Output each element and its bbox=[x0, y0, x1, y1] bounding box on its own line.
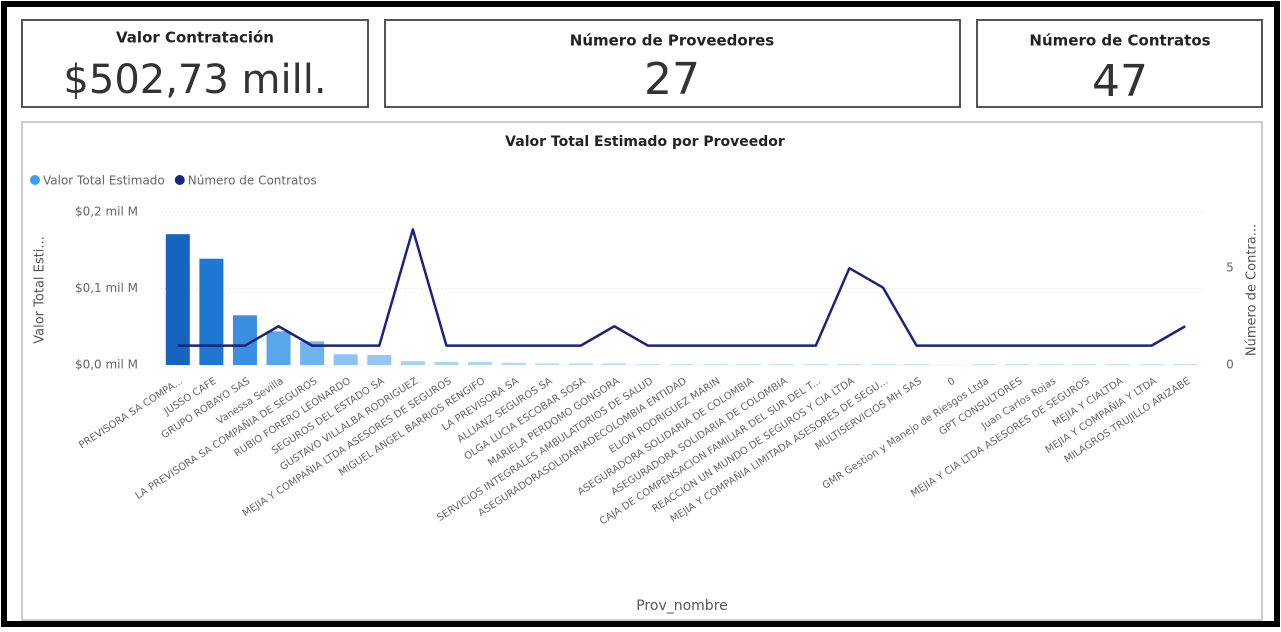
bar bbox=[904, 364, 929, 365]
y-tick-label: $0,0 mil M bbox=[75, 358, 138, 372]
bar bbox=[971, 364, 996, 365]
card-title: Número de Contratos bbox=[1029, 32, 1210, 50]
x-tick-label: 0 bbox=[946, 376, 957, 389]
legend-marker bbox=[30, 175, 40, 185]
bar bbox=[400, 361, 425, 365]
card bbox=[384, 19, 961, 108]
legend-label: Número de Contratos bbox=[188, 174, 317, 188]
card-value: 47 bbox=[1092, 56, 1148, 107]
legend-label: Valor Total Estimado bbox=[43, 174, 165, 188]
card-title: Número de Proveedores bbox=[570, 32, 775, 50]
bar bbox=[837, 364, 862, 365]
y-tick-label: $0,1 mil M bbox=[75, 281, 138, 295]
y-tick-label: $0,2 mil M bbox=[75, 205, 138, 219]
card-value: 27 bbox=[644, 54, 700, 105]
line bbox=[177, 228, 1186, 347]
bar bbox=[736, 364, 761, 365]
bar bbox=[669, 364, 694, 365]
bar bbox=[434, 361, 459, 365]
bar bbox=[266, 331, 291, 365]
bar bbox=[568, 363, 593, 365]
card bbox=[21, 19, 369, 108]
card bbox=[976, 19, 1263, 108]
bar bbox=[1173, 364, 1198, 365]
bar bbox=[1106, 364, 1131, 365]
y-axis-title: Valor Total Esti... bbox=[33, 236, 48, 343]
bar bbox=[501, 362, 526, 365]
bar bbox=[1005, 364, 1030, 365]
x-axis-title: Prov_nombre bbox=[636, 598, 728, 614]
bar bbox=[1072, 364, 1097, 365]
bar bbox=[703, 364, 728, 365]
bar bbox=[803, 364, 828, 365]
bar bbox=[300, 341, 325, 365]
bar bbox=[165, 234, 190, 365]
chart-title: Valor Total Estimado por Proveedor bbox=[505, 134, 785, 150]
y2-tick-label: 0 bbox=[1226, 358, 1234, 372]
bar bbox=[333, 354, 358, 365]
bar bbox=[635, 364, 660, 365]
bar bbox=[535, 363, 560, 365]
bar bbox=[1139, 364, 1164, 365]
bar bbox=[602, 363, 627, 365]
bar bbox=[770, 364, 795, 365]
bar bbox=[1038, 364, 1063, 365]
bar bbox=[468, 361, 493, 365]
bar bbox=[367, 355, 392, 365]
bar bbox=[232, 315, 257, 365]
y2-axis-title: Número de Contra... bbox=[1245, 224, 1260, 356]
chart-panel bbox=[21, 121, 1263, 621]
card-value: $502,73 mill. bbox=[63, 57, 326, 103]
card-title: Valor Contratación bbox=[116, 29, 274, 47]
legend-marker bbox=[174, 175, 185, 185]
y2-tick-label: 5 bbox=[1226, 261, 1234, 275]
bar bbox=[870, 364, 895, 365]
bar bbox=[199, 258, 224, 365]
